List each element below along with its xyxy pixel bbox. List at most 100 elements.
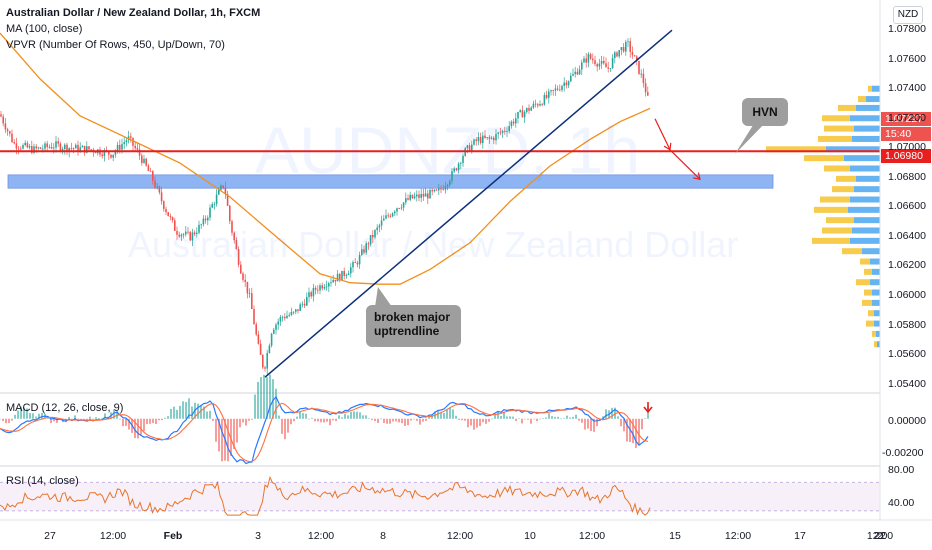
candle-up bbox=[75, 144, 77, 149]
candle-up bbox=[600, 60, 603, 64]
vpvr-bar-up bbox=[868, 310, 874, 317]
candle-down bbox=[176, 230, 178, 235]
candle-down bbox=[163, 201, 165, 209]
pane-separators bbox=[0, 392, 880, 467]
projection-arrow bbox=[669, 149, 701, 180]
candle-down bbox=[4, 123, 7, 130]
macd-histogram-bar bbox=[620, 418, 622, 427]
macd-histogram-bar bbox=[464, 418, 466, 421]
candle-up bbox=[570, 75, 572, 82]
candle-down bbox=[253, 308, 255, 325]
candle-up bbox=[330, 282, 332, 284]
macd-histogram-bar bbox=[182, 401, 184, 419]
price-tick-label: 1.06800 bbox=[888, 170, 926, 183]
macd-histogram-bar bbox=[383, 418, 385, 424]
macd-histogram-bar bbox=[632, 418, 634, 444]
candle-up bbox=[543, 95, 546, 105]
hvn-callout-pointer bbox=[735, 122, 766, 154]
candle-up bbox=[383, 218, 385, 221]
candle-down bbox=[15, 143, 18, 149]
candle-down bbox=[363, 249, 365, 253]
macd-histogram-bar bbox=[179, 405, 181, 419]
macd-histogram-bar bbox=[50, 418, 52, 424]
macd-histogram-bar bbox=[200, 405, 202, 419]
candle-down bbox=[422, 193, 425, 197]
macd-histogram-bar bbox=[242, 418, 244, 423]
macd-histogram-bar bbox=[152, 418, 154, 424]
broken-uptrendline[interactable] bbox=[264, 29, 673, 378]
price-tick-label: 1.05400 bbox=[888, 377, 926, 390]
macd-histogram-bar bbox=[377, 418, 379, 423]
candle-up bbox=[567, 81, 570, 86]
macd-histogram-bar bbox=[455, 415, 457, 419]
candle-up bbox=[42, 148, 44, 150]
macd-histogram-bar bbox=[482, 418, 484, 423]
candle-up bbox=[490, 137, 493, 139]
macd-histogram-bar bbox=[272, 379, 274, 419]
candle-up bbox=[347, 273, 350, 275]
macd-histogram-bar bbox=[221, 418, 223, 462]
macd-histogram-bar bbox=[518, 418, 520, 420]
candle-down bbox=[136, 148, 139, 150]
candle-down bbox=[259, 343, 262, 355]
candle-down bbox=[154, 180, 156, 188]
price-tick-label: 1.06600 bbox=[888, 200, 926, 213]
candle-down bbox=[226, 194, 229, 206]
candle-up bbox=[358, 255, 361, 265]
candle-down bbox=[534, 103, 537, 105]
vpvr-bar-down bbox=[852, 135, 880, 142]
macd-histogram-bar bbox=[293, 418, 295, 422]
vpvr-bar-down bbox=[854, 217, 880, 224]
macd-tick-neg: -0.00200 bbox=[882, 447, 924, 459]
vpvr-bar-up bbox=[804, 155, 844, 162]
candle-up bbox=[640, 73, 642, 75]
candle-up bbox=[413, 196, 416, 199]
candle-up bbox=[185, 231, 187, 235]
rsi-legend[interactable]: RSI (14, close) bbox=[6, 475, 79, 487]
macd-histogram-bar bbox=[614, 407, 616, 419]
macd-histogram-bar bbox=[134, 418, 136, 439]
ma-legend[interactable]: MA (100, close) bbox=[6, 23, 83, 35]
candle-up bbox=[572, 74, 574, 76]
macd-histogram-bar bbox=[359, 412, 361, 419]
candle-down bbox=[576, 71, 579, 75]
vpvr-bar-down bbox=[866, 96, 880, 103]
time-tick-label: 12:00 bbox=[578, 530, 606, 542]
macd-histogram-bar bbox=[197, 403, 199, 419]
candle-down bbox=[119, 144, 121, 150]
vpvr-bar-up bbox=[872, 330, 876, 337]
vpvr-bar-up bbox=[822, 115, 850, 122]
macd-histogram-bar bbox=[104, 413, 106, 419]
candle-down bbox=[138, 149, 141, 156]
candle-up bbox=[550, 90, 552, 92]
currency-badge[interactable]: NZD bbox=[893, 6, 923, 24]
candle-down bbox=[101, 154, 103, 157]
candle-down bbox=[633, 55, 636, 57]
macd-histogram-bar bbox=[497, 412, 499, 419]
candle-down bbox=[6, 129, 9, 132]
candle-up bbox=[286, 315, 288, 319]
watermark-name: Australian Dollar / New Zealand Dollar bbox=[128, 224, 739, 265]
candle-down bbox=[389, 215, 392, 217]
macd-histogram-bar bbox=[344, 414, 346, 419]
price-tick-label: 1.06400 bbox=[888, 229, 926, 242]
candle-up bbox=[438, 188, 440, 191]
candle-up bbox=[380, 220, 383, 226]
candle-down bbox=[246, 281, 249, 294]
candle-up bbox=[519, 110, 521, 112]
trendline-callout-line1: broken major bbox=[374, 310, 451, 324]
candle-up bbox=[103, 150, 106, 157]
signal-line bbox=[0, 402, 649, 463]
macd-histogram-bar bbox=[92, 418, 94, 420]
vpvr-bar-up bbox=[856, 279, 870, 286]
candle-down bbox=[484, 135, 486, 138]
vpvr-legend[interactable]: VPVR (Number Of Rows, 450, Up/Down, 70) bbox=[6, 39, 225, 51]
vpvr-bar-down bbox=[854, 125, 880, 132]
candle-down bbox=[167, 212, 169, 217]
candle-down bbox=[512, 121, 515, 124]
macd-legend[interactable]: MACD (12, 26, close, 9) bbox=[6, 402, 124, 414]
countdown-tag: 15:40 bbox=[881, 127, 931, 141]
macd-histogram-bar bbox=[404, 418, 406, 426]
